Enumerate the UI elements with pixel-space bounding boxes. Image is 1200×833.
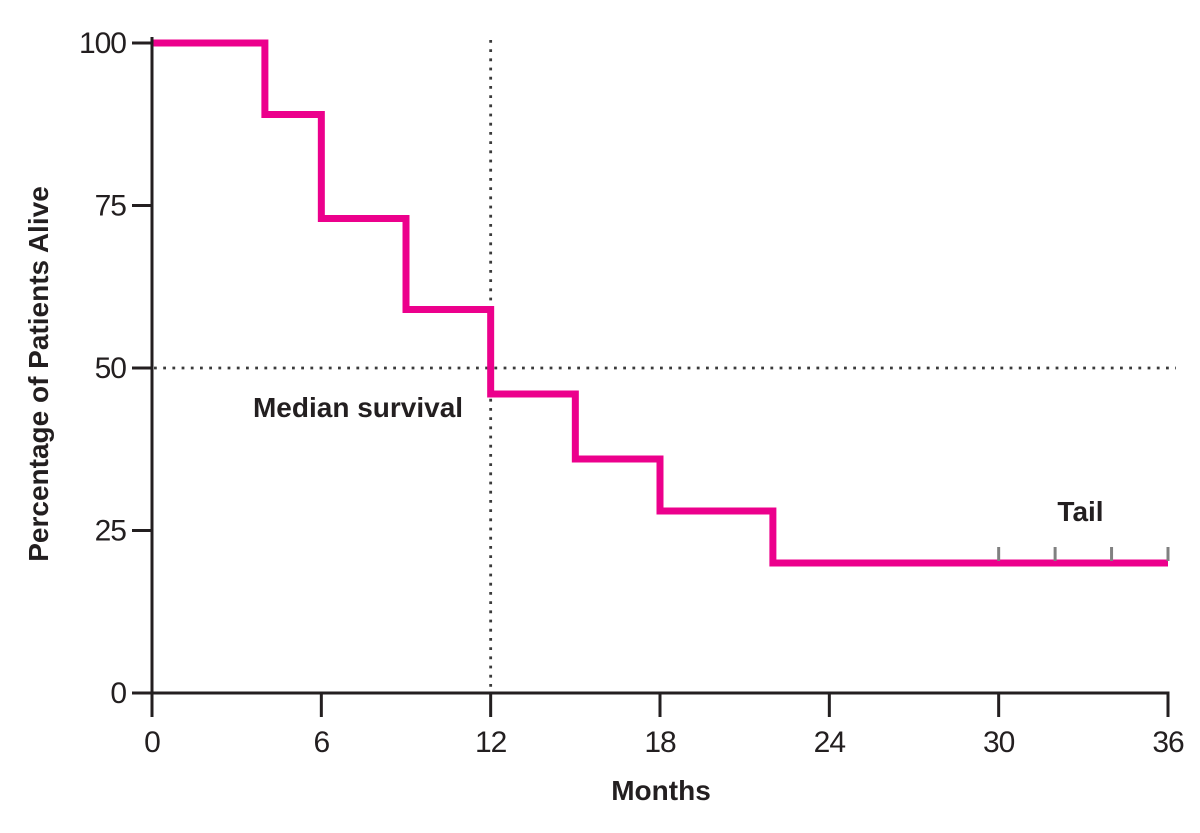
x-tick-label: 6 — [313, 726, 329, 759]
y-tick-label: 50 — [95, 352, 127, 385]
median-survival-annotation: Median survival — [252, 392, 464, 424]
x-axis-title: Months — [611, 775, 711, 806]
x-tick-label: 36 — [1152, 726, 1184, 759]
x-tick-label: 12 — [475, 726, 507, 759]
y-tick-label: 100 — [79, 27, 126, 60]
x-tick-label: 0 — [144, 726, 160, 759]
y-tick-label: 75 — [95, 190, 127, 223]
x-tick-label: 30 — [983, 726, 1015, 759]
y-tick-label: 25 — [95, 515, 127, 548]
y-tick-label: 0 — [110, 677, 126, 710]
survival-curve — [152, 39, 1168, 567]
x-tick-label: 24 — [814, 726, 846, 759]
tail-annotation: Tail — [1057, 496, 1104, 528]
x-tick-label: 18 — [644, 726, 676, 759]
y-axis-title: Percentage of Patients Alive — [23, 186, 54, 562]
